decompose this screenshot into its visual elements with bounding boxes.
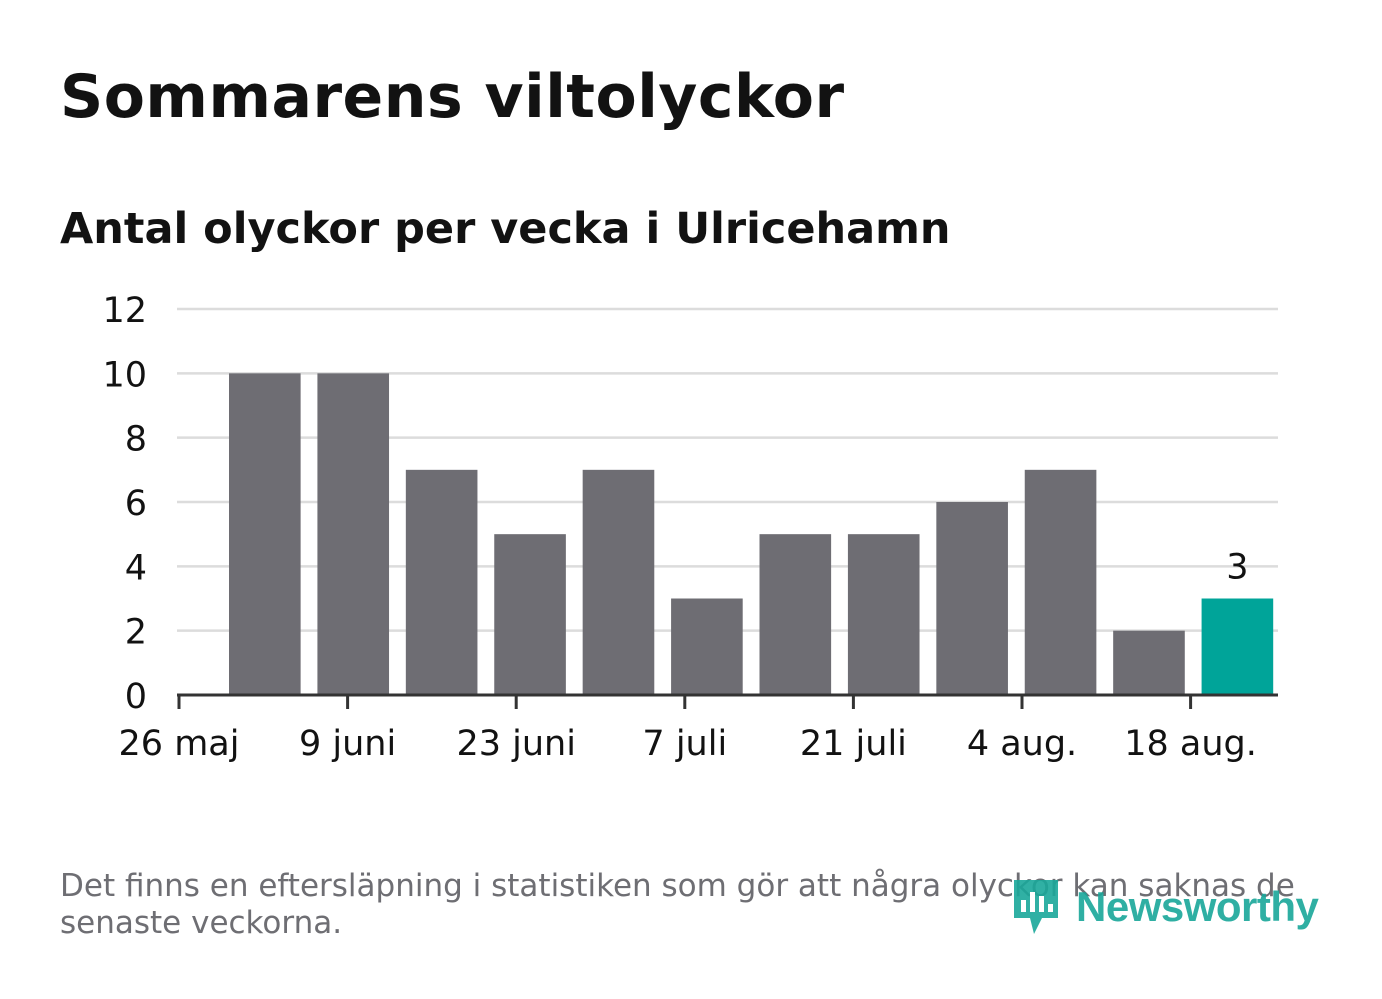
chart-subtitle: Antal olyckor per vecka i Ulricehamn (60, 204, 951, 254)
bar-3 (405, 469, 478, 695)
bar-chart-pin-icon (1014, 880, 1058, 934)
bar-9 (936, 502, 1008, 695)
x-tick-label: 21 juli (800, 724, 907, 764)
bar-11 (1113, 630, 1185, 695)
y-tick-label: 8 (125, 420, 147, 460)
bar-5 (582, 469, 655, 695)
x-tick-label: 18 aug. (1124, 724, 1257, 764)
y-tick-label: 12 (102, 291, 147, 331)
footnote: Det finns en eftersläpning i statistiken… (60, 868, 1295, 941)
y-tick-label: 6 (125, 484, 147, 524)
bar-8 (847, 534, 920, 695)
x-tick-label: 9 juni (299, 724, 396, 764)
x-tick-label: 4 aug. (967, 724, 1077, 764)
data-label: 3 (1226, 548, 1248, 588)
bar-7 (759, 534, 832, 695)
bar-6 (671, 598, 743, 695)
bar-1 (229, 373, 301, 695)
x-tick-label: 23 juni (456, 724, 575, 764)
bar-2 (317, 373, 390, 695)
logo-text: Newsworthy (1076, 883, 1319, 930)
y-tick-label: 2 (125, 613, 147, 653)
y-tick-label: 10 (102, 355, 147, 395)
y-tick-label: 4 (125, 548, 147, 588)
x-tick-label: 26 maj (119, 724, 240, 764)
x-tick-label: 7 juli (642, 724, 727, 764)
bar-10 (1024, 469, 1097, 695)
bar-4 (494, 534, 566, 695)
newsworthy-logo: Newsworthy (1010, 876, 1319, 938)
chart-title: Sommarens viltolyckor (60, 62, 845, 132)
bar-12 (1201, 598, 1274, 695)
y-tick-label: 0 (125, 677, 147, 717)
